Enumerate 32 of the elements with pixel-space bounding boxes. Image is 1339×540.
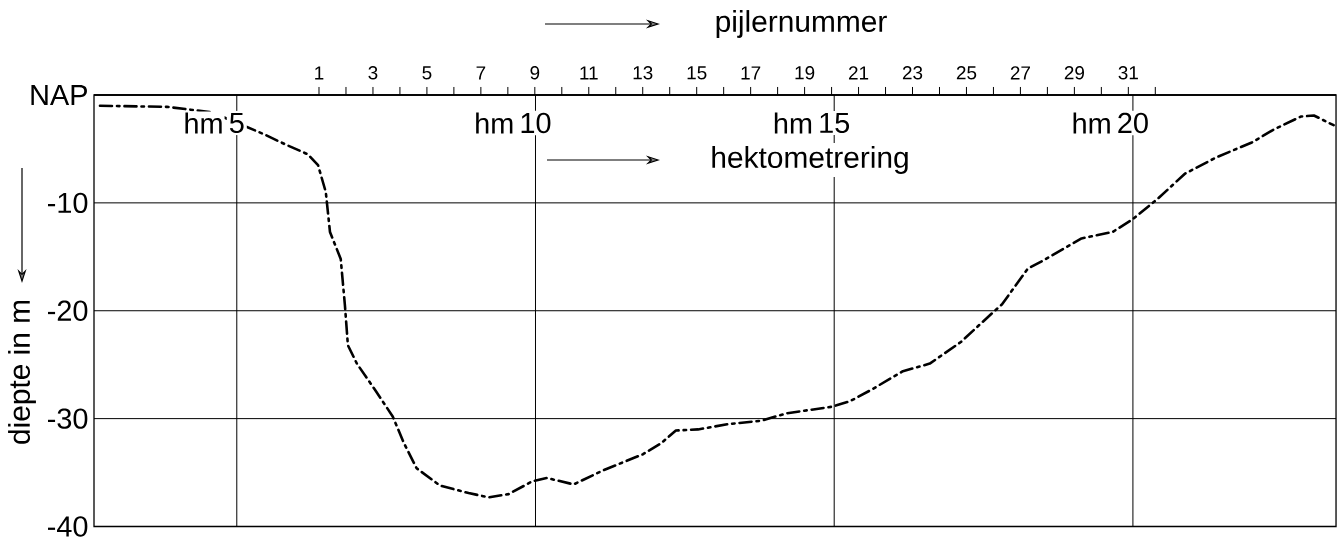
x2-tick-label: 21 [848,66,869,80]
x-tick-label: 15 [820,112,850,134]
y-tick-label: -20 [48,300,88,321]
y-axis-title: diepte in m [8,300,36,444]
x2-tick-label: 5 [422,66,432,80]
x2-tick-label: 1 [315,66,324,80]
x-tick-label: 10 [521,112,551,134]
y-tick-label: NAP [31,85,87,105]
y-tick-label: -10 [48,192,88,214]
x-tick-label: 20 [1118,112,1148,134]
x2-tick-label: 31 [1118,66,1138,80]
x2-tick-label: 29 [1064,66,1084,80]
x2-tick-label: 15 [687,66,707,80]
x2-tick-label: 3 [368,66,378,80]
x2-tick-label: 27 [1010,66,1030,80]
annotation: hm [1073,112,1110,134]
x2-tick-label: 11 [580,66,598,80]
x2-tick-label: 7 [476,66,486,80]
y-tick-label: -30 [48,408,88,429]
x2-tick-label: 23 [902,66,923,80]
x-axis-title: hektometrering [712,146,908,174]
annotation: hm [185,112,222,134]
x2-axis-title: pijlernummer [716,10,887,38]
x2-tick-label: 9 [530,66,540,80]
annotation: hm [774,112,812,134]
y-tick-label: -40 [48,516,88,537]
x2-tick-label: 25 [956,66,977,80]
x-tick-label: 5 [229,112,244,134]
x2-tick-label: 13 [633,66,653,80]
x2-tick-label: 17 [741,66,761,80]
annotation: hm [476,112,513,134]
x2-tick-label: 19 [795,66,815,80]
